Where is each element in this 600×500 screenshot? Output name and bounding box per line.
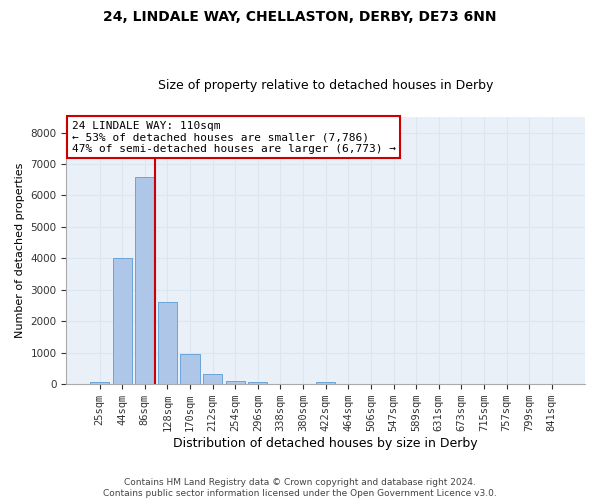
Bar: [135, 176, 154, 384]
X-axis label: Distribution of detached houses by size in Derby: Distribution of detached houses by size …: [173, 437, 478, 450]
Bar: [158, 302, 177, 384]
Text: 24 LINDALE WAY: 110sqm
← 53% of detached houses are smaller (7,786)
47% of semi-: 24 LINDALE WAY: 110sqm ← 53% of detached…: [71, 121, 395, 154]
Bar: [113, 258, 132, 384]
Title: Size of property relative to detached houses in Derby: Size of property relative to detached ho…: [158, 79, 493, 92]
Bar: [248, 382, 268, 384]
Bar: [316, 382, 335, 384]
Bar: [90, 382, 109, 384]
Bar: [226, 381, 245, 384]
Text: 24, LINDALE WAY, CHELLASTON, DERBY, DE73 6NN: 24, LINDALE WAY, CHELLASTON, DERBY, DE73…: [103, 10, 497, 24]
Y-axis label: Number of detached properties: Number of detached properties: [15, 163, 25, 338]
Text: Contains HM Land Registry data © Crown copyright and database right 2024.
Contai: Contains HM Land Registry data © Crown c…: [103, 478, 497, 498]
Bar: [181, 354, 200, 384]
Bar: [203, 374, 222, 384]
